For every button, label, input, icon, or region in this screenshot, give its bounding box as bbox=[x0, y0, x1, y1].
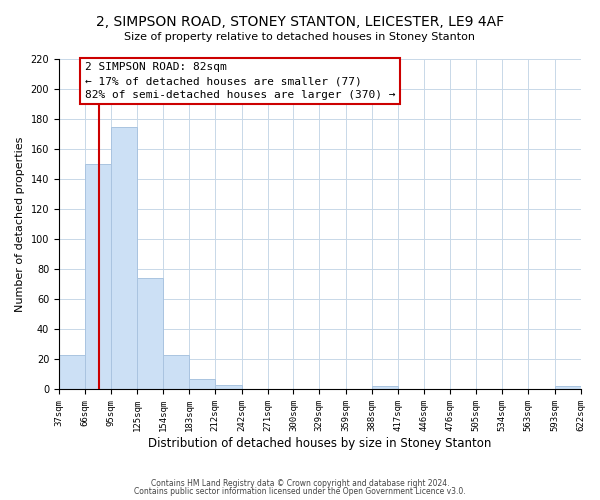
Text: 2, SIMPSON ROAD, STONEY STANTON, LEICESTER, LE9 4AF: 2, SIMPSON ROAD, STONEY STANTON, LEICEST… bbox=[96, 15, 504, 29]
Bar bbox=[85, 164, 110, 390]
Text: Contains public sector information licensed under the Open Government Licence v3: Contains public sector information licen… bbox=[134, 487, 466, 496]
Bar bbox=[554, 386, 581, 390]
Text: Contains HM Land Registry data © Crown copyright and database right 2024.: Contains HM Land Registry data © Crown c… bbox=[151, 478, 449, 488]
Text: 2 SIMPSON ROAD: 82sqm
← 17% of detached houses are smaller (77)
82% of semi-deta: 2 SIMPSON ROAD: 82sqm ← 17% of detached … bbox=[85, 62, 395, 100]
Bar bbox=[189, 379, 215, 390]
Text: Size of property relative to detached houses in Stoney Stanton: Size of property relative to detached ho… bbox=[125, 32, 476, 42]
Bar bbox=[59, 355, 85, 390]
Bar bbox=[372, 386, 398, 390]
Bar bbox=[163, 355, 189, 390]
Bar bbox=[110, 126, 137, 390]
Bar bbox=[215, 385, 242, 390]
Y-axis label: Number of detached properties: Number of detached properties bbox=[15, 136, 25, 312]
Bar bbox=[137, 278, 163, 390]
X-axis label: Distribution of detached houses by size in Stoney Stanton: Distribution of detached houses by size … bbox=[148, 437, 491, 450]
